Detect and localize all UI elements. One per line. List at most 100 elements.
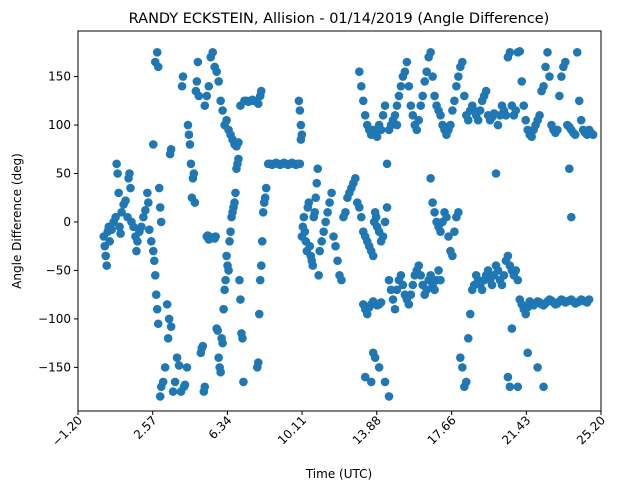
chart-title: RANDY ECKSTEIN, Allision - 01/14/2019 (A…: [129, 11, 550, 27]
data-point: [152, 304, 162, 314]
data-point: [360, 111, 370, 120]
data-point: [422, 285, 431, 295]
data-point: [483, 266, 493, 275]
data-point: [408, 280, 418, 290]
data-point: [360, 372, 370, 382]
data-point: [219, 304, 228, 314]
data-point: [145, 225, 154, 235]
data-point: [116, 229, 125, 238]
data-point: [422, 67, 431, 77]
data-point: [323, 207, 332, 217]
data-point: [153, 62, 163, 72]
data-point: [517, 77, 527, 86]
data-point: [155, 203, 165, 212]
data-point: [253, 358, 263, 367]
data-point: [174, 361, 184, 370]
data-point: [458, 57, 467, 67]
data-point: [374, 363, 384, 372]
data-point: [329, 232, 338, 241]
data-point: [148, 246, 158, 256]
data-point: [452, 81, 461, 91]
data-point: [428, 72, 437, 81]
data-point: [152, 48, 162, 57]
data-point: [378, 111, 388, 120]
data-point: [418, 91, 428, 101]
x-tick-label: 6.34: [206, 413, 235, 442]
data-point: [392, 120, 402, 130]
data-point: [487, 280, 497, 290]
x-tick-label: 25.20: [574, 413, 608, 447]
x-tick-label: 13.88: [350, 413, 384, 447]
data-point: [234, 154, 243, 164]
data-point: [254, 309, 264, 319]
data-point: [168, 387, 178, 396]
data-point: [461, 377, 471, 387]
data-point: [442, 212, 451, 222]
data-point: [198, 341, 208, 351]
x-tick-label: 2.57: [131, 413, 160, 442]
data-point: [319, 227, 328, 236]
data-point: [226, 227, 235, 236]
data-point: [139, 212, 148, 222]
data-point: [384, 275, 394, 285]
data-point: [256, 86, 266, 96]
data-point: [132, 246, 141, 256]
data-point: [355, 203, 364, 212]
data-point: [137, 222, 146, 232]
y-tick-label: 100: [48, 118, 71, 132]
data-point: [327, 188, 336, 198]
data-point: [507, 324, 517, 333]
data-point: [450, 96, 459, 106]
data-point: [380, 377, 390, 387]
data-point: [300, 227, 310, 236]
data-point: [331, 241, 340, 251]
data-point: [102, 261, 112, 270]
data-point: [172, 353, 182, 362]
data-point: [158, 377, 168, 387]
data-point: [388, 295, 398, 304]
data-point: [295, 106, 305, 115]
data-point: [527, 132, 536, 141]
data-point: [105, 237, 114, 246]
data-point: [261, 183, 271, 193]
data-point: [144, 198, 153, 207]
data-point: [408, 111, 418, 120]
data-point: [430, 285, 439, 295]
data-point: [458, 363, 467, 372]
data-point: [147, 237, 156, 246]
data-point: [513, 275, 523, 285]
data-point: [177, 81, 187, 91]
data-point: [539, 81, 548, 91]
data-point: [376, 298, 386, 307]
data-point: [129, 222, 138, 232]
data-point: [151, 290, 161, 299]
data-point: [555, 91, 564, 101]
data-point: [164, 314, 174, 324]
data-point: [178, 72, 188, 81]
data-point: [313, 164, 323, 173]
data-point: [430, 91, 439, 101]
data-point: [356, 81, 366, 91]
data-point: [499, 270, 509, 280]
x-axis-label: Time (UTC): [305, 467, 372, 481]
data-point: [463, 115, 473, 125]
data-point: [308, 261, 318, 270]
data-point: [428, 198, 437, 207]
data-point: [312, 178, 322, 188]
data-point: [541, 62, 550, 72]
data-point: [180, 380, 190, 390]
data-point: [214, 77, 223, 86]
data-point: [434, 266, 443, 275]
data-point: [420, 77, 429, 86]
data-point: [454, 72, 463, 81]
data-point: [304, 198, 314, 207]
data-point: [414, 115, 424, 125]
data-point: [160, 363, 170, 372]
data-point: [156, 217, 166, 227]
data-point: [396, 270, 406, 280]
data-point: [366, 377, 376, 387]
data-point: [257, 237, 267, 246]
data-point: [212, 67, 221, 77]
data-point: [362, 309, 372, 319]
data-point: [505, 382, 515, 392]
